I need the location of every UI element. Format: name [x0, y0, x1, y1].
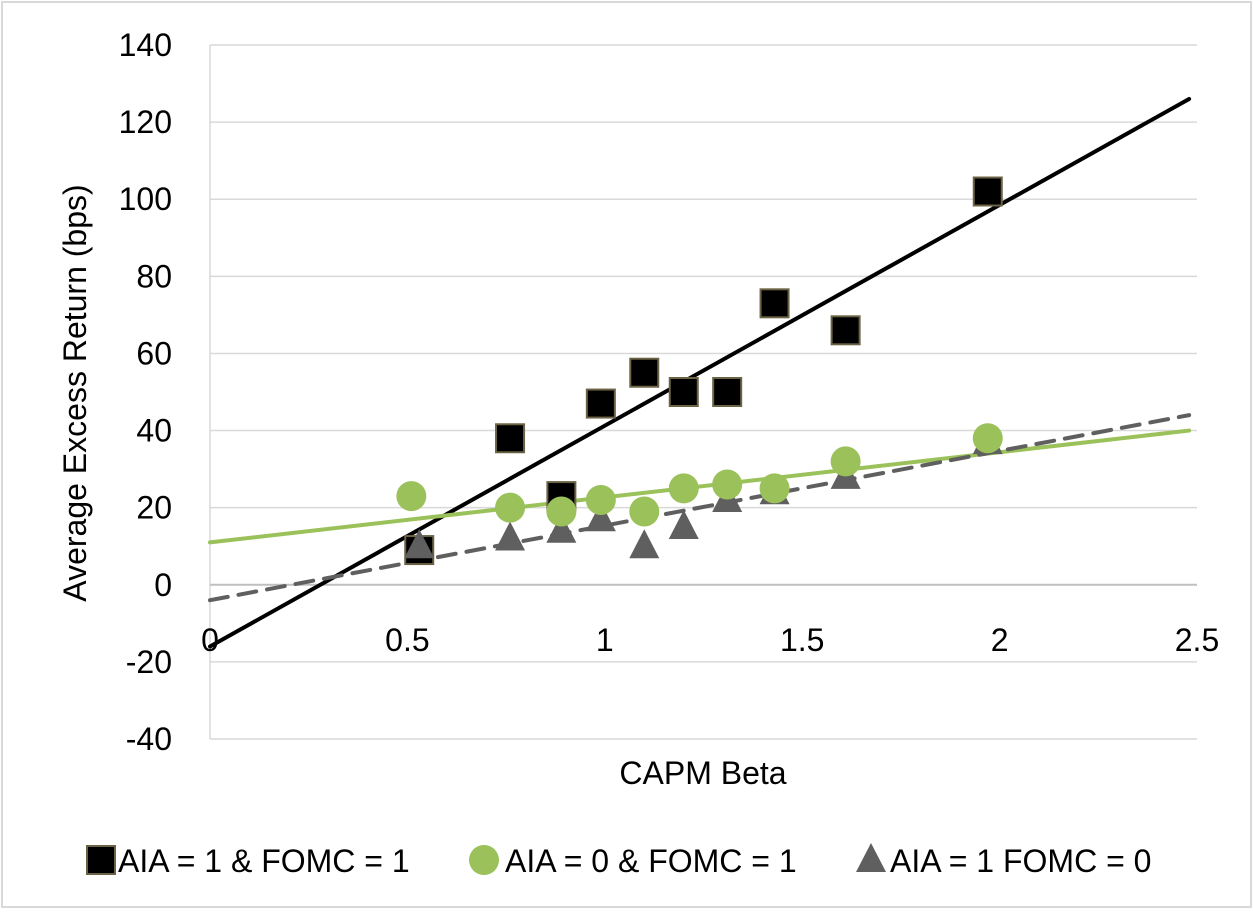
- data-point-circle: [629, 496, 660, 527]
- y-tick-label: 0: [154, 567, 172, 603]
- y-tick-label: 140: [119, 27, 172, 63]
- data-point-circle: [546, 496, 577, 527]
- data-point-triangle: [668, 509, 699, 539]
- data-point-triangle: [629, 529, 660, 559]
- x-tick-label: 2.5: [1175, 622, 1219, 658]
- trendline-circle: [208, 428, 1192, 545]
- data-point-square: [830, 315, 861, 346]
- data-point-triangle: [404, 529, 435, 559]
- data-points: [396, 176, 1003, 566]
- data-point-square: [712, 377, 743, 407]
- grid-lines: [210, 44, 1197, 740]
- y-tick-label: -20: [126, 644, 172, 680]
- x-tick-label: 0.5: [385, 622, 429, 658]
- legend-label: AIA = 0 & FOMC = 1: [505, 843, 797, 879]
- legend-label: AIA = 1 FOMC = 0: [890, 843, 1151, 879]
- y-tick-label: 80: [136, 258, 172, 294]
- data-point-triangle: [585, 502, 616, 532]
- data-point-circle: [668, 473, 699, 504]
- y-tick-label: -40: [126, 721, 172, 757]
- data-point-circle: [495, 492, 526, 523]
- data-point-circle: [585, 484, 616, 515]
- y-tick-label: 60: [136, 335, 172, 371]
- y-tick-label: 20: [136, 490, 172, 526]
- data-point-circle: [759, 473, 790, 504]
- legend-marker-square: [86, 845, 116, 875]
- y-axis-title: Average Excess Return (bps): [57, 184, 93, 601]
- x-axis-title: CAPM Beta: [619, 755, 786, 791]
- trendlines: [208, 96, 1192, 649]
- tick-labels: 140 120 100 80 60 40 20 0 -20 -40 0 0.5 1 1.5 2 2.5: [119, 27, 1220, 757]
- y-tick-label: 100: [119, 181, 172, 217]
- data-point-circle: [396, 481, 427, 512]
- data-point-square: [629, 357, 660, 388]
- data-point-square: [972, 176, 1003, 207]
- x-tick-label: 0: [201, 622, 219, 658]
- legend: AIA = 1 & FOMC = 1 AIA = 0 & FOMC = 1 AIA …: [86, 843, 1151, 879]
- y-tick-label: 120: [119, 104, 172, 140]
- data-point-square: [495, 423, 526, 454]
- legend-label: AIA = 1 & FOMC = 1: [118, 843, 410, 879]
- x-tick-label: 1.5: [780, 622, 824, 658]
- data-point-square: [668, 377, 699, 407]
- data-point-circle: [712, 469, 743, 500]
- legend-marker-circle: [469, 845, 499, 875]
- x-tick-label: 2: [991, 622, 1009, 658]
- legend-marker-triangle: [856, 843, 886, 872]
- y-tick-label: 40: [136, 413, 172, 449]
- data-point-circle: [972, 423, 1003, 454]
- data-point-circle: [830, 446, 861, 477]
- data-point-triangle: [546, 513, 577, 543]
- trendline-square: [208, 96, 1192, 649]
- axes: [209, 45, 1197, 739]
- trendline-triangle: [208, 413, 1192, 603]
- data-point-square: [585, 388, 616, 419]
- data-point-square: [759, 288, 790, 319]
- x-tick-label: 1: [596, 622, 614, 658]
- data-point-triangle: [495, 521, 526, 551]
